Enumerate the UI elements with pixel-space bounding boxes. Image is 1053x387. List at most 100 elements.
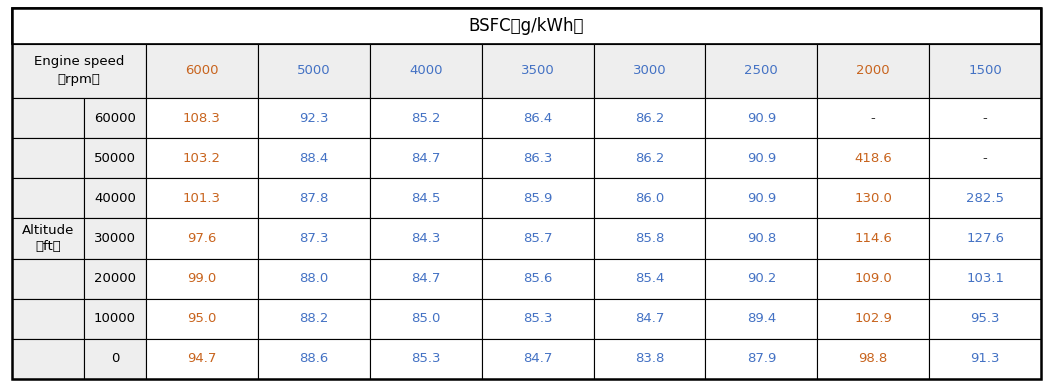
Text: 114.6: 114.6 <box>854 232 892 245</box>
Bar <box>929 178 1041 218</box>
Text: 127.6: 127.6 <box>966 232 1005 245</box>
Bar <box>84 299 146 339</box>
Text: Altitude: Altitude <box>22 224 74 237</box>
Text: 10000: 10000 <box>94 312 136 325</box>
Bar <box>929 299 1041 339</box>
Text: 90.8: 90.8 <box>747 232 776 245</box>
Text: 86.3: 86.3 <box>523 152 552 165</box>
Text: 85.9: 85.9 <box>523 192 552 205</box>
Bar <box>146 218 258 259</box>
Bar <box>706 339 817 379</box>
Text: 87.3: 87.3 <box>299 232 329 245</box>
Bar <box>370 44 481 98</box>
Bar <box>146 44 258 98</box>
Text: 109.0: 109.0 <box>854 272 892 285</box>
Bar <box>929 44 1041 98</box>
Bar <box>12 299 84 339</box>
Text: 3500: 3500 <box>520 65 555 77</box>
Text: 84.7: 84.7 <box>635 312 664 325</box>
Bar <box>929 259 1041 299</box>
Text: 87.8: 87.8 <box>299 192 329 205</box>
Text: 85.7: 85.7 <box>522 232 553 245</box>
Text: 85.3: 85.3 <box>411 353 440 365</box>
Bar <box>84 259 146 299</box>
Bar <box>258 178 370 218</box>
Bar <box>12 44 146 98</box>
Text: 103.1: 103.1 <box>966 272 1005 285</box>
Bar <box>706 44 817 98</box>
Text: Engine speed: Engine speed <box>34 55 124 68</box>
Text: 90.2: 90.2 <box>747 272 776 285</box>
Bar <box>12 8 1041 44</box>
Bar <box>594 299 706 339</box>
Bar <box>817 138 929 178</box>
Bar <box>817 299 929 339</box>
Bar <box>594 339 706 379</box>
Bar <box>929 218 1041 259</box>
Bar <box>146 339 258 379</box>
Text: -: - <box>982 152 988 165</box>
Bar <box>594 178 706 218</box>
Bar <box>258 299 370 339</box>
Bar <box>817 218 929 259</box>
Bar <box>146 98 258 138</box>
Text: 85.3: 85.3 <box>522 312 553 325</box>
Text: 84.7: 84.7 <box>411 272 440 285</box>
Text: 90.9: 90.9 <box>747 111 776 125</box>
Bar <box>370 98 481 138</box>
Text: -: - <box>982 111 988 125</box>
Text: 1500: 1500 <box>968 65 1002 77</box>
Bar <box>370 259 481 299</box>
Bar <box>258 98 370 138</box>
Text: 85.2: 85.2 <box>411 111 440 125</box>
Bar <box>146 178 258 218</box>
Bar <box>258 44 370 98</box>
Bar <box>12 178 84 218</box>
Text: （ft）: （ft） <box>35 240 61 253</box>
Bar <box>481 339 594 379</box>
Text: 88.0: 88.0 <box>299 272 329 285</box>
Text: 88.4: 88.4 <box>299 152 329 165</box>
Text: 102.9: 102.9 <box>854 312 892 325</box>
Bar <box>258 259 370 299</box>
Bar <box>84 178 146 218</box>
Bar <box>481 98 594 138</box>
Bar <box>706 138 817 178</box>
Text: 85.6: 85.6 <box>523 272 552 285</box>
Text: 99.0: 99.0 <box>187 272 217 285</box>
Text: BSFC（g/kWh）: BSFC（g/kWh） <box>469 17 584 35</box>
Text: 90.9: 90.9 <box>747 152 776 165</box>
Bar <box>258 339 370 379</box>
Text: 101.3: 101.3 <box>183 192 221 205</box>
Text: 85.0: 85.0 <box>411 312 440 325</box>
Bar <box>706 98 817 138</box>
Text: 5000: 5000 <box>297 65 331 77</box>
Bar <box>370 138 481 178</box>
Text: 86.2: 86.2 <box>635 152 664 165</box>
Text: 97.6: 97.6 <box>187 232 217 245</box>
Bar <box>370 218 481 259</box>
Text: 86.0: 86.0 <box>635 192 664 205</box>
Text: 84.5: 84.5 <box>411 192 440 205</box>
Bar <box>84 218 146 259</box>
Bar <box>706 299 817 339</box>
Text: 60000: 60000 <box>94 111 136 125</box>
Text: 40000: 40000 <box>94 192 136 205</box>
Bar <box>817 98 929 138</box>
Text: （rpm）: （rpm） <box>58 74 100 87</box>
Text: 418.6: 418.6 <box>854 152 892 165</box>
Text: 2500: 2500 <box>744 65 778 77</box>
Text: 4000: 4000 <box>409 65 442 77</box>
Bar <box>258 138 370 178</box>
Bar <box>84 98 146 138</box>
Text: 282.5: 282.5 <box>966 192 1005 205</box>
Text: 84.3: 84.3 <box>411 232 440 245</box>
Bar <box>12 259 84 299</box>
Bar <box>258 218 370 259</box>
Text: 103.2: 103.2 <box>183 152 221 165</box>
Bar <box>146 259 258 299</box>
Bar <box>594 44 706 98</box>
Text: 86.4: 86.4 <box>523 111 552 125</box>
Text: 0: 0 <box>111 353 119 365</box>
Text: 90.9: 90.9 <box>747 192 776 205</box>
